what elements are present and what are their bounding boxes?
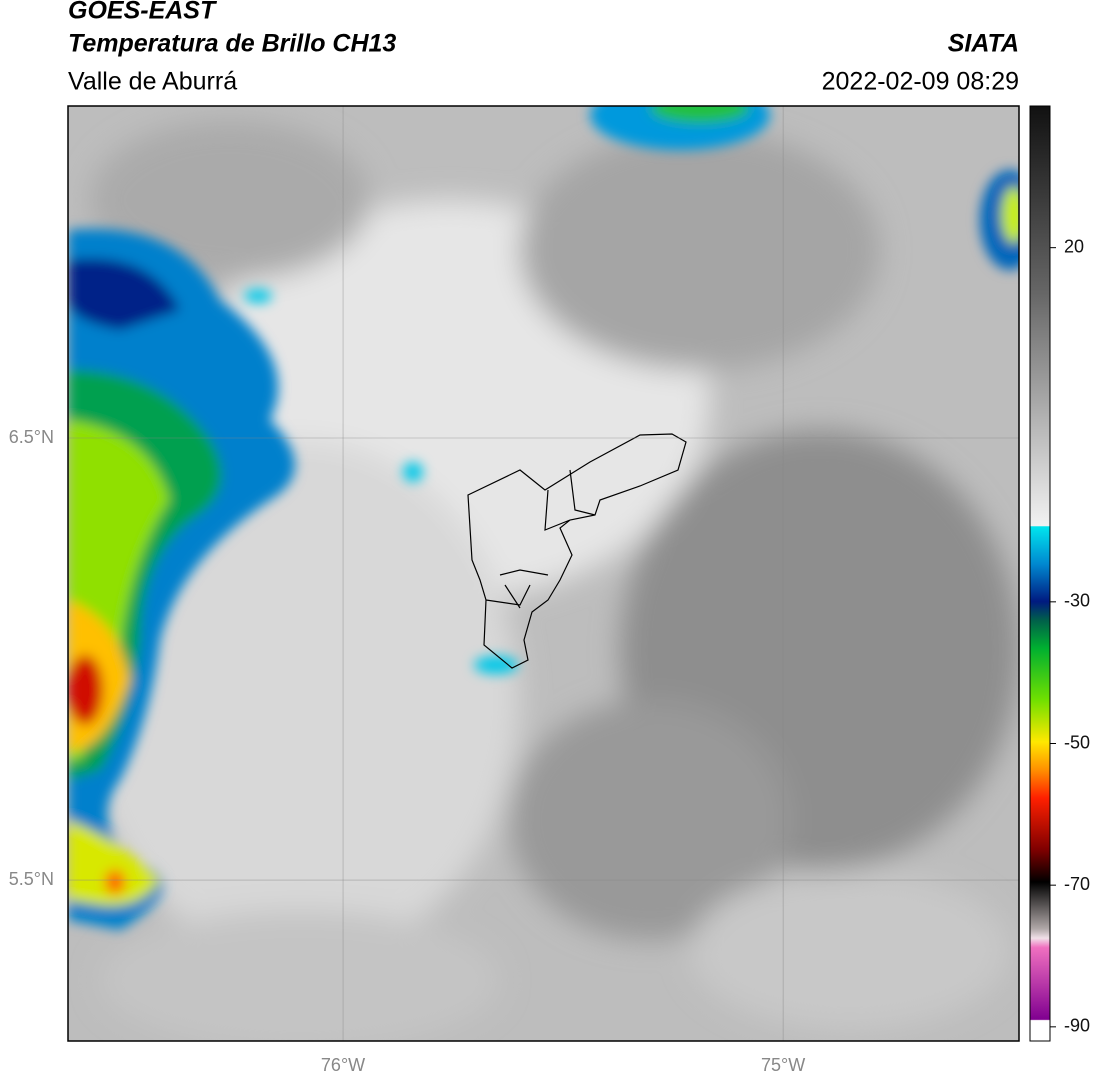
colorbar [1029, 105, 1051, 1042]
colorbar-tick-label: -50 [1064, 732, 1090, 752]
source: SIATA [948, 30, 1019, 58]
lon-label: 76°W [321, 1055, 365, 1075]
title: GOES-EAST [68, 0, 218, 25]
lat-label: 5.5°N [9, 869, 54, 889]
colorbar-tick-label: -70 [1064, 874, 1090, 894]
colorbar-tick-label: -30 [1064, 591, 1090, 611]
gridlines: 76°W 75°W 6.5°N 5.5°N [9, 106, 1019, 1075]
map-frame [67, 105, 1020, 1042]
colorbar-tick-label: -90 [1064, 1016, 1090, 1036]
colorbar-ticks: 20 -30 -50 -70 -90 [1050, 236, 1090, 1036]
boundary [467, 433, 687, 669]
satellite-image [68, 106, 1019, 1041]
colorbar-tick-label: 20 [1064, 236, 1084, 256]
subtitle: Temperatura de Brillo CH13 [68, 30, 396, 58]
region: Valle de Aburrá [68, 68, 237, 96]
lon-label: 75°W [761, 1055, 805, 1075]
datetime: 2022-02-09 08:29 [822, 68, 1019, 96]
lat-label: 6.5°N [9, 427, 54, 447]
